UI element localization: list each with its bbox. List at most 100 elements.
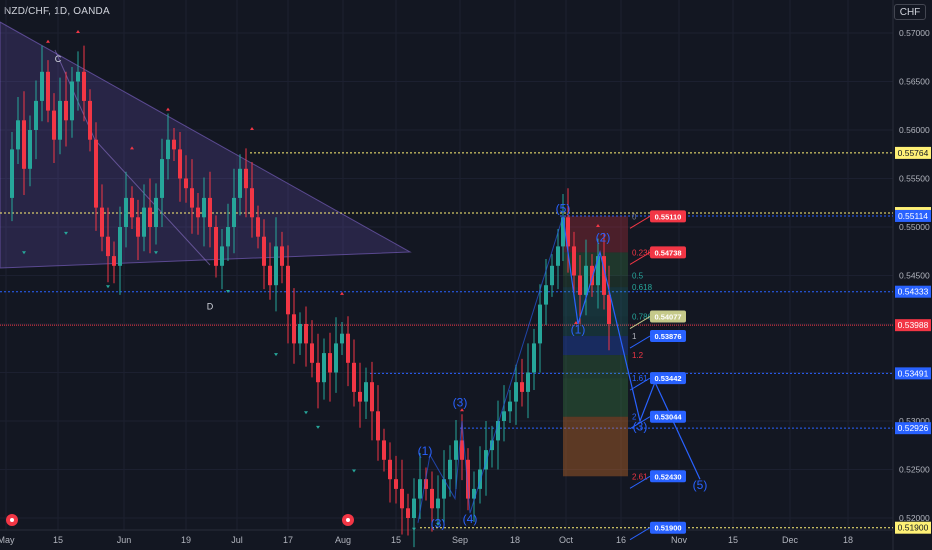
candle-body [514,382,518,402]
candle-body [160,159,164,198]
candle-body [406,508,410,518]
candle-body [244,168,248,189]
candle-body [124,197,128,227]
candle-body [508,401,512,412]
time-axis-label: 16 [616,535,626,545]
candle-body [196,207,200,218]
candle-body [346,333,350,363]
price-tag-label: 0.55764 [898,148,929,158]
event-icon-dot [346,518,350,522]
target-leader [629,251,651,265]
candle-body [280,246,284,266]
fractal-arrow [574,321,578,324]
time-axis-label: Nov [671,535,688,545]
price-axis-label: 0.56500 [899,77,930,87]
time-axis-label: 17 [283,535,293,545]
candle-body [292,314,296,344]
candle-body [490,440,494,451]
wave-label: (5) [693,478,708,492]
candle-body [22,120,26,169]
fractal-arrow [460,408,464,412]
candle-body [220,246,224,266]
fib-zone [563,355,628,379]
candle-body [538,304,542,344]
candle-body [532,343,536,373]
candle-body [58,100,62,140]
price-axis-label: 0.52500 [899,465,930,475]
fractal-arrow [340,291,344,295]
triangle-pattern [0,21,412,269]
target-tag [650,310,686,323]
time-axis-label: May [0,535,15,545]
fib-level-label: 0.618 [632,283,653,292]
candle-body [607,294,611,324]
candle-body [388,459,392,480]
candle-body [136,217,140,237]
candle-body [442,479,446,499]
wave-label: (4) [463,512,478,526]
candle-body [572,246,576,276]
candle-body [430,488,434,509]
fractal-arrow [352,469,356,473]
currency-button[interactable]: CHF [894,4,926,20]
candle-body [544,285,548,305]
event-icon-dot [10,518,14,522]
price-tag [895,146,931,159]
candle-body [578,275,582,295]
target-tag [650,210,686,223]
candle-body [322,353,326,383]
candle-body [561,217,565,247]
symbol-label[interactable]: NZD/CHF, 1D, OANDA [4,6,110,17]
candle-body [10,149,14,198]
candle-body [436,498,440,509]
candle-body [520,382,524,392]
wave-label: (1) [418,444,433,458]
price-tag-label: 0.53988 [898,320,929,330]
candle-body [172,139,176,150]
time-axis-label: 15 [391,535,401,545]
candle-body [190,188,194,208]
candle-body [142,207,146,237]
wave-label: (2) [596,231,611,245]
candle-body [334,343,338,373]
price-axis-label: 0.53000 [899,416,930,426]
target-leader [629,475,651,489]
fractal-arrow [106,285,110,289]
target-tag [650,372,686,385]
time-axis-label: 19 [181,535,191,545]
price-tag-label: 0.55114 [898,211,928,221]
candle-body [28,130,32,169]
fractal-arrow [64,231,68,235]
candle-body [352,362,356,392]
candle-body [454,440,458,460]
time-axis-label: Sep [452,535,468,545]
candle-body [166,139,170,160]
time-axis-label: Aug [335,535,351,545]
candle-body [34,100,38,130]
wave-label: (3) [453,395,468,409]
candle-body [448,459,452,480]
candle-body [154,197,158,227]
fractal-arrow [250,127,254,130]
price-tag [895,521,931,534]
candle-body [112,256,116,266]
candle-body [16,120,20,150]
candle-body [238,168,242,198]
wave-path-projection [562,216,701,480]
target-leader [629,416,651,430]
fib-zone [563,252,628,276]
fib-level-label: 0.236 [632,248,653,257]
candle-body [400,488,404,509]
candle-body [602,256,606,295]
target-tag [650,470,686,483]
candle-body [502,411,506,421]
target-leader [629,215,651,229]
price-tag-label: 0.51900 [898,523,929,533]
candle-body [106,236,110,257]
fractal-arrow [46,39,50,43]
pattern-point-label: D [207,301,214,311]
target-tag-label: 0.53876 [654,332,681,341]
fib-zone [563,275,628,288]
candle-body [340,333,344,344]
